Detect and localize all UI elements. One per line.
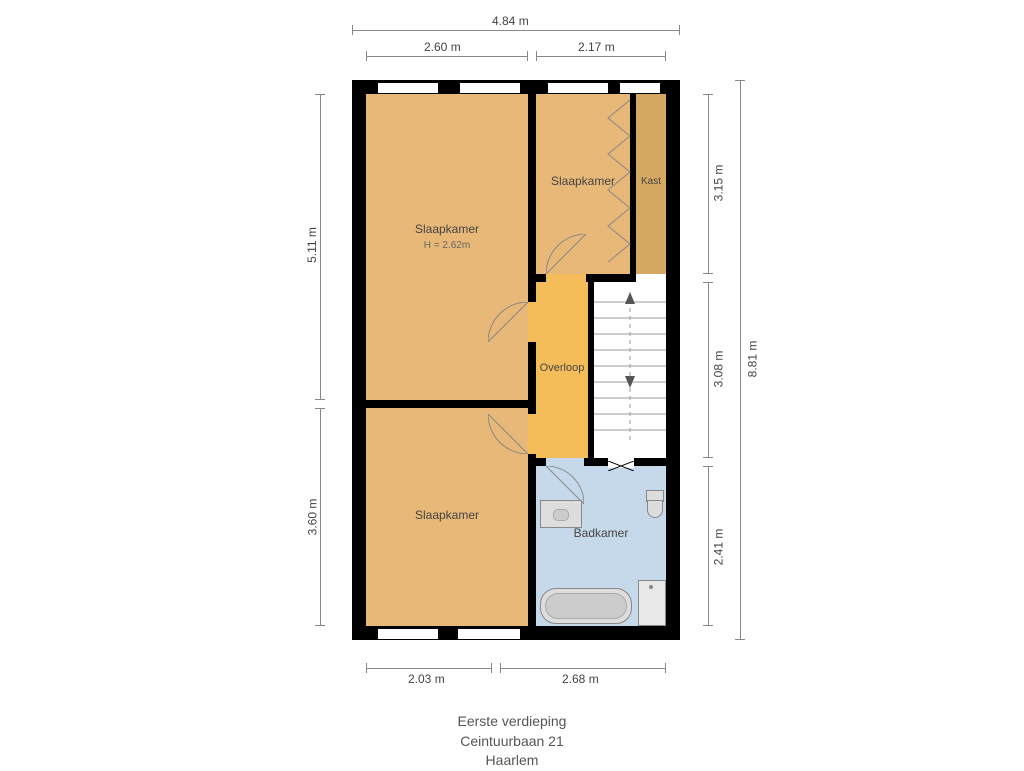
dim-label-top-total: 4.84 m bbox=[492, 14, 529, 28]
stairs-icon bbox=[594, 282, 666, 458]
wall-interior bbox=[588, 282, 594, 458]
dim-label-bottom-right: 2.68 m bbox=[562, 672, 599, 686]
dim-tick bbox=[315, 625, 325, 626]
dim-tick bbox=[703, 282, 713, 283]
dim-tick bbox=[491, 663, 492, 673]
room-slaapkamer-topright: Slaapkamer bbox=[536, 94, 630, 274]
title-line1: Eerste verdieping bbox=[0, 712, 1024, 732]
dim-line bbox=[320, 408, 321, 626]
dim-tick bbox=[703, 457, 713, 458]
title-block: Eerste verdieping Ceintuurbaan 21 Haarle… bbox=[0, 712, 1024, 771]
door-opening bbox=[528, 302, 536, 342]
dim-label-left-upper: 5.11 m bbox=[305, 227, 319, 263]
dim-line bbox=[708, 282, 709, 458]
dim-line bbox=[536, 56, 666, 57]
dim-tick bbox=[352, 25, 353, 35]
dim-tick bbox=[315, 399, 325, 400]
dim-label-right-lower: 2.41 m bbox=[711, 529, 725, 566]
dim-label-top-right: 2.17 m bbox=[578, 40, 615, 54]
wall-interior bbox=[366, 400, 536, 408]
door-opening bbox=[528, 414, 536, 454]
room-label: Slaapkamer bbox=[366, 222, 528, 236]
title-line2: Ceintuurbaan 21 bbox=[0, 732, 1024, 752]
wall-left bbox=[352, 80, 366, 640]
wall-right bbox=[666, 80, 680, 640]
dim-tick bbox=[679, 25, 680, 35]
dim-tick bbox=[703, 466, 713, 467]
dim-tick bbox=[735, 80, 745, 81]
dim-tick bbox=[536, 51, 537, 61]
window bbox=[620, 82, 660, 94]
room-label: Kast bbox=[632, 176, 670, 187]
room-kast: Kast bbox=[636, 94, 666, 274]
dim-label-left-lower: 3.60 m bbox=[305, 499, 319, 536]
room-slaapkamer-bottom: Slaapkamer bbox=[366, 408, 528, 626]
dim-tick bbox=[703, 625, 713, 626]
dim-label-right-mid: 3.08 m bbox=[711, 351, 725, 388]
dim-line bbox=[320, 94, 321, 400]
room-label: Overloop bbox=[532, 362, 592, 374]
dim-tick bbox=[315, 408, 325, 409]
dim-tick bbox=[527, 51, 528, 61]
window bbox=[378, 82, 438, 94]
door-opening bbox=[546, 274, 586, 282]
dim-tick bbox=[735, 639, 745, 640]
room-slaapkamer-large: Slaapkamer H = 2.62m bbox=[366, 94, 528, 400]
dim-label-top-left: 2.60 m bbox=[424, 40, 461, 54]
room-overloop: Overloop bbox=[536, 282, 588, 458]
dim-tick bbox=[703, 94, 713, 95]
dim-label-bottom-left: 2.03 m bbox=[408, 672, 445, 686]
room-label: Slaapkamer bbox=[536, 174, 630, 188]
dim-line bbox=[740, 80, 741, 640]
dim-line bbox=[708, 94, 709, 274]
window bbox=[458, 628, 520, 640]
wall-interior bbox=[528, 94, 536, 400]
room-stairs bbox=[594, 282, 666, 458]
window bbox=[378, 628, 438, 640]
dim-tick bbox=[315, 94, 325, 95]
room-label: Slaapkamer bbox=[366, 508, 528, 522]
bathtub-fixture bbox=[540, 588, 632, 624]
dim-tick bbox=[665, 663, 666, 673]
floor-plan-canvas: Slaapkamer H = 2.62m Slaapkamer Kast Ove… bbox=[0, 0, 1024, 768]
door-opening bbox=[546, 458, 584, 466]
dim-tick bbox=[366, 663, 367, 673]
door-opening bbox=[608, 458, 634, 468]
dim-tick bbox=[665, 51, 666, 61]
dim-line bbox=[708, 466, 709, 626]
wall-interior bbox=[630, 94, 636, 274]
dim-line bbox=[500, 668, 666, 669]
toilet-fixture bbox=[646, 490, 662, 516]
window bbox=[548, 82, 608, 94]
dim-label-right-upper: 3.15 m bbox=[711, 165, 725, 202]
room-label: Badkamer bbox=[536, 526, 666, 540]
dim-line bbox=[366, 56, 528, 57]
dim-line bbox=[352, 30, 680, 31]
shower-fixture bbox=[638, 580, 666, 626]
dim-tick bbox=[500, 663, 501, 673]
dim-tick bbox=[366, 51, 367, 61]
room-height-label: H = 2.62m bbox=[366, 240, 528, 251]
dim-line bbox=[366, 668, 492, 669]
window bbox=[460, 82, 520, 94]
dim-label-right-total: 8.81 m bbox=[745, 341, 759, 378]
dim-tick bbox=[703, 273, 713, 274]
sink-fixture bbox=[540, 500, 582, 528]
